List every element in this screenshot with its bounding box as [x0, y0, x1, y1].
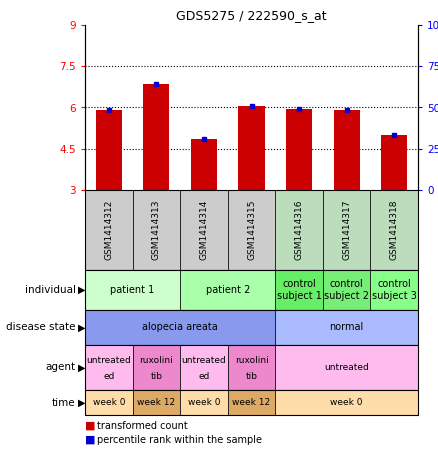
Text: disease state: disease state [6, 323, 76, 333]
Text: agent: agent [46, 362, 76, 372]
Text: ■: ■ [85, 421, 95, 431]
Text: ed: ed [103, 372, 114, 381]
Text: control
subject 3: control subject 3 [372, 279, 417, 301]
Text: individual: individual [25, 285, 76, 295]
Text: ▶: ▶ [78, 362, 85, 372]
Text: GSM1414315: GSM1414315 [247, 200, 256, 260]
Text: ruxolini: ruxolini [139, 356, 173, 365]
Text: GSM1414317: GSM1414317 [342, 200, 351, 260]
Text: untreated: untreated [182, 356, 226, 365]
Text: control
subject 1: control subject 1 [277, 279, 321, 301]
Text: tib: tib [150, 372, 162, 381]
Text: ▶: ▶ [78, 285, 85, 295]
Text: untreated: untreated [86, 356, 131, 365]
Text: untreated: untreated [324, 363, 369, 372]
Text: week 0: week 0 [92, 398, 125, 407]
Text: normal: normal [329, 323, 364, 333]
Bar [286, 109, 312, 190]
Text: ▶: ▶ [78, 323, 85, 333]
Text: ▶: ▶ [78, 397, 85, 408]
Text: ruxolini: ruxolini [235, 356, 268, 365]
Text: percentile rank within the sample: percentile rank within the sample [97, 435, 262, 445]
Text: week 0: week 0 [330, 398, 363, 407]
Text: control
subject 2: control subject 2 [324, 279, 369, 301]
Text: GSM1414316: GSM1414316 [295, 200, 304, 260]
Bar [238, 106, 265, 190]
Bar [143, 84, 170, 190]
Text: week 12: week 12 [233, 398, 271, 407]
Text: ■: ■ [85, 435, 95, 445]
Text: week 0: week 0 [187, 398, 220, 407]
Text: transformed count: transformed count [97, 421, 188, 431]
Title: GDS5275 / 222590_s_at: GDS5275 / 222590_s_at [176, 10, 327, 23]
Text: time: time [52, 397, 76, 408]
Text: ed: ed [198, 372, 210, 381]
Bar [96, 110, 122, 190]
Text: GSM1414318: GSM1414318 [390, 200, 399, 260]
Text: GSM1414314: GSM1414314 [199, 200, 208, 260]
Text: week 12: week 12 [137, 398, 176, 407]
Text: patient 1: patient 1 [110, 285, 155, 295]
Text: GSM1414313: GSM1414313 [152, 200, 161, 260]
Text: patient 2: patient 2 [205, 285, 250, 295]
Bar [334, 110, 360, 190]
Text: alopecia areata: alopecia areata [142, 323, 218, 333]
Text: tib: tib [246, 372, 258, 381]
Bar [381, 135, 407, 190]
Bar [191, 139, 217, 190]
Text: GSM1414312: GSM1414312 [104, 200, 113, 260]
